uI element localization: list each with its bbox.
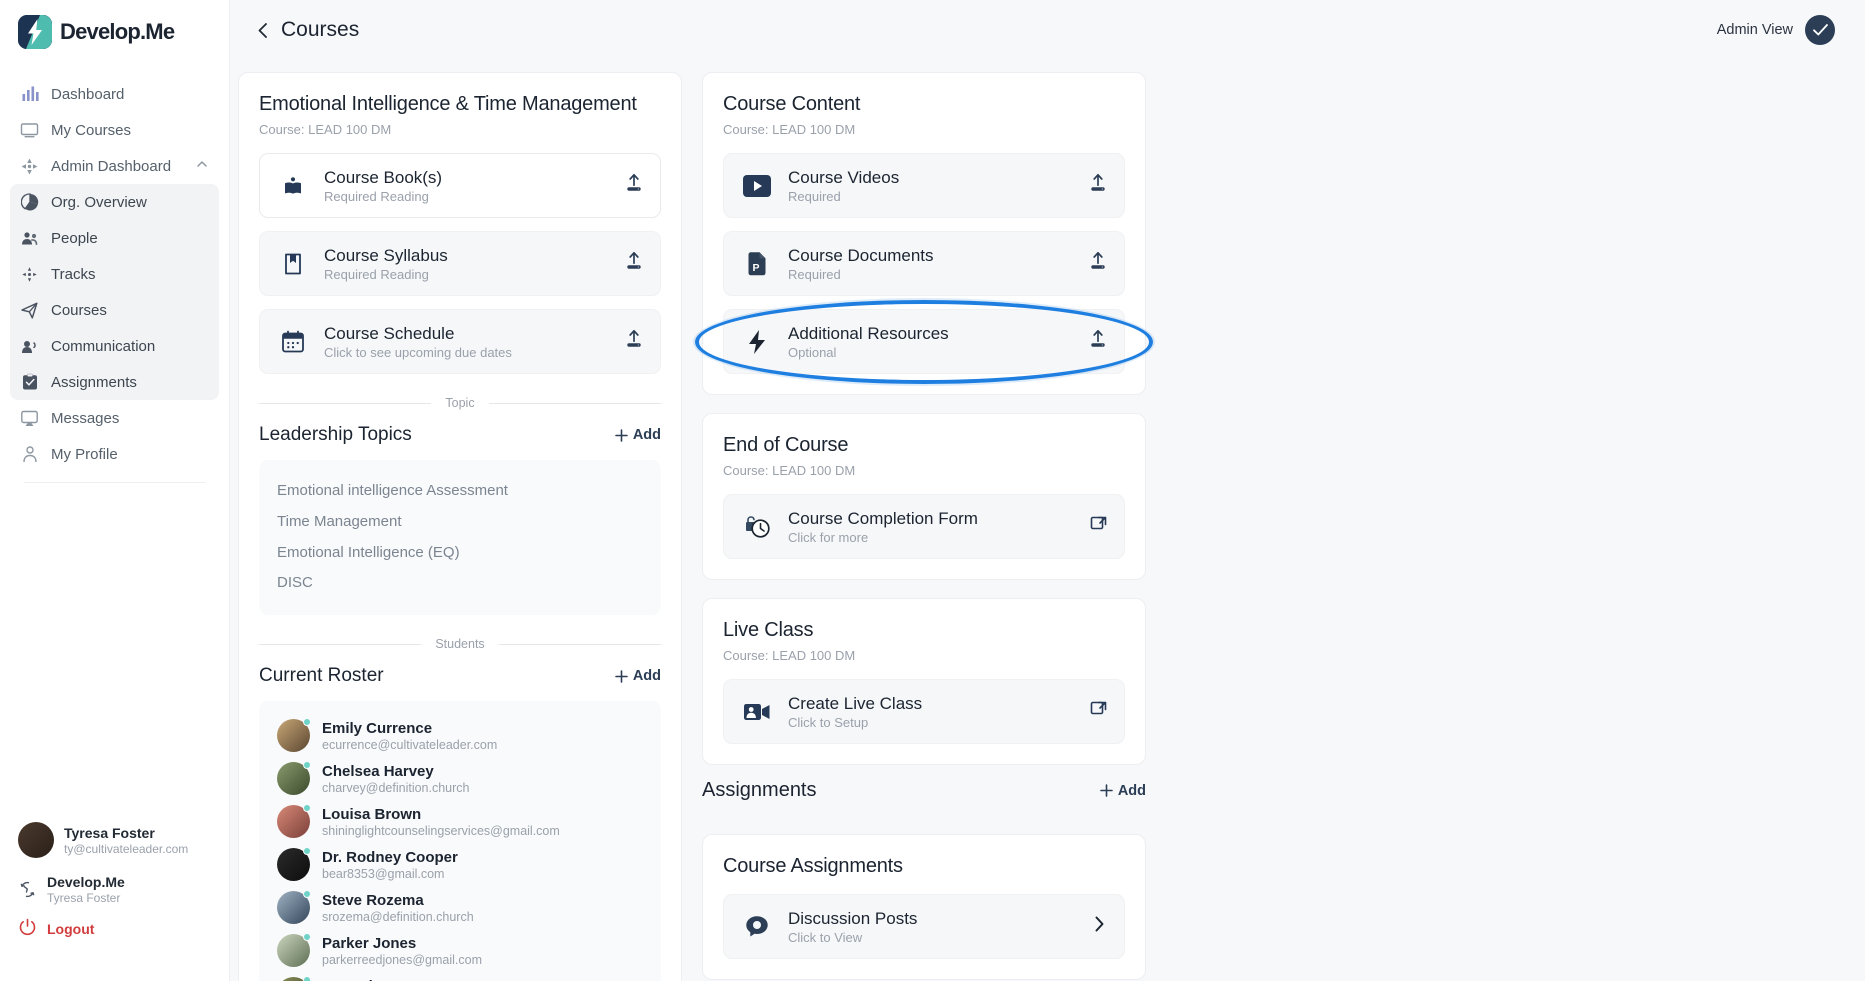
svg-text:P: P [752, 262, 759, 274]
